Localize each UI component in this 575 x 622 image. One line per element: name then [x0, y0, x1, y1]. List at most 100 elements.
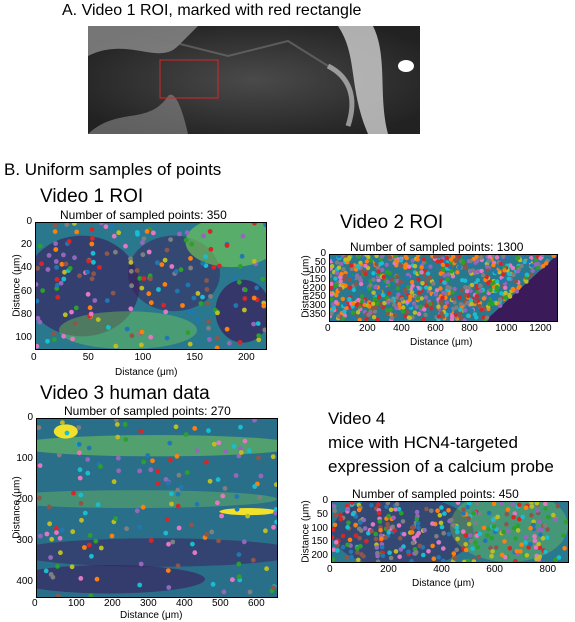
- sampled-point: [479, 268, 484, 274]
- sampled-point: [51, 337, 57, 343]
- sampled-point: [256, 455, 261, 461]
- sampled-point: [419, 265, 424, 270]
- sampled-point: [514, 289, 520, 294]
- sampled-point: [113, 249, 118, 255]
- sampled-point: [208, 246, 214, 252]
- sampled-point: [551, 255, 556, 258]
- sampled-point: [340, 544, 346, 550]
- sampled-point: [473, 540, 478, 545]
- sampled-point: [347, 255, 352, 260]
- sampled-point: [410, 540, 416, 546]
- sampled-point: [151, 230, 156, 236]
- sampled-point: [115, 455, 121, 461]
- sampled-point: [234, 506, 240, 512]
- sampled-point: [210, 581, 216, 587]
- sampled-point: [428, 264, 433, 269]
- sampled-point: [380, 267, 385, 273]
- sampled-point: [393, 549, 399, 554]
- sampled-point: [350, 301, 356, 306]
- sampled-point: [165, 480, 171, 486]
- sampled-point: [414, 509, 420, 515]
- sampled-point: [40, 288, 46, 293]
- v4-label-line2: mice with HCN4-targeted: [328, 433, 518, 452]
- sampled-point: [385, 279, 390, 285]
- sampled-point: [429, 306, 434, 311]
- sampled-point: [523, 534, 529, 540]
- sampled-point: [46, 504, 52, 510]
- sampled-point: [90, 236, 95, 241]
- sampled-point: [369, 503, 374, 508]
- sampled-point: [513, 279, 519, 284]
- v2-subtitle: Number of sampled points: 1300: [350, 240, 524, 254]
- sampled-point: [274, 519, 277, 525]
- sampled-point: [472, 312, 478, 317]
- sampled-point: [129, 283, 134, 289]
- sampled-point: [374, 262, 379, 267]
- sampled-point: [398, 547, 404, 552]
- sampled-point: [502, 268, 507, 273]
- sampled-point: [506, 528, 511, 534]
- sampled-point: [47, 521, 52, 527]
- sampled-point: [44, 531, 50, 537]
- sampled-point: [271, 524, 276, 530]
- sampled-point: [109, 533, 115, 539]
- sampled-point: [165, 568, 171, 573]
- sampled-point: [53, 247, 59, 252]
- sampled-point: [252, 419, 257, 423]
- sampled-point: [36, 265, 40, 271]
- v1-xtick: 150: [186, 352, 203, 363]
- sampled-point: [503, 554, 508, 560]
- sampled-point: [236, 552, 242, 557]
- sampled-point: [379, 536, 384, 541]
- sampled-point: [245, 513, 251, 519]
- sampled-point: [394, 502, 400, 507]
- sampled-point: [423, 295, 429, 300]
- sampled-point: [520, 514, 525, 520]
- sampled-point: [104, 251, 110, 256]
- sampled-point: [468, 298, 474, 303]
- sampled-point: [484, 315, 490, 320]
- sampled-point: [459, 316, 464, 321]
- v2-xtick: 0: [325, 323, 331, 334]
- sampled-point: [141, 459, 146, 465]
- sampled-point: [224, 243, 230, 248]
- sampled-point: [222, 486, 228, 491]
- sampled-point: [447, 308, 453, 314]
- sampled-point: [128, 260, 134, 265]
- sampled-point: [220, 493, 226, 499]
- sampled-point: [455, 270, 460, 275]
- sampled-point: [497, 297, 503, 302]
- sampled-point: [155, 260, 160, 266]
- sampled-point: [207, 229, 213, 234]
- sampled-point: [363, 271, 368, 277]
- sampled-point: [373, 536, 379, 542]
- sampled-point: [215, 500, 220, 506]
- sampled-point: [437, 255, 442, 258]
- sampled-point: [475, 544, 481, 550]
- sampled-point: [364, 316, 369, 321]
- sampled-point: [436, 304, 441, 309]
- sampled-point: [360, 268, 365, 274]
- sampled-point: [215, 477, 221, 482]
- sampled-point: [438, 520, 444, 526]
- sampled-point: [170, 539, 176, 545]
- sampled-point: [49, 536, 55, 542]
- sampled-point: [330, 281, 334, 287]
- sampled-point: [173, 269, 179, 274]
- sampled-point: [77, 467, 83, 473]
- v2-ytick: 150: [309, 274, 326, 286]
- v2-ytick: 300: [309, 300, 326, 312]
- sampled-point: [333, 513, 339, 518]
- sampled-point: [485, 264, 490, 269]
- v2-ytick: 50: [314, 256, 326, 268]
- sampled-point: [52, 223, 58, 228]
- sampled-point: [39, 261, 44, 267]
- sampled-point: [463, 542, 468, 547]
- v4-xtick: 600: [486, 564, 503, 575]
- sampled-point: [498, 265, 503, 270]
- sampled-point: [421, 552, 426, 558]
- sampled-point: [169, 501, 175, 507]
- sampled-point: [410, 258, 415, 263]
- sampled-point: [250, 557, 256, 563]
- sampled-point: [56, 593, 61, 597]
